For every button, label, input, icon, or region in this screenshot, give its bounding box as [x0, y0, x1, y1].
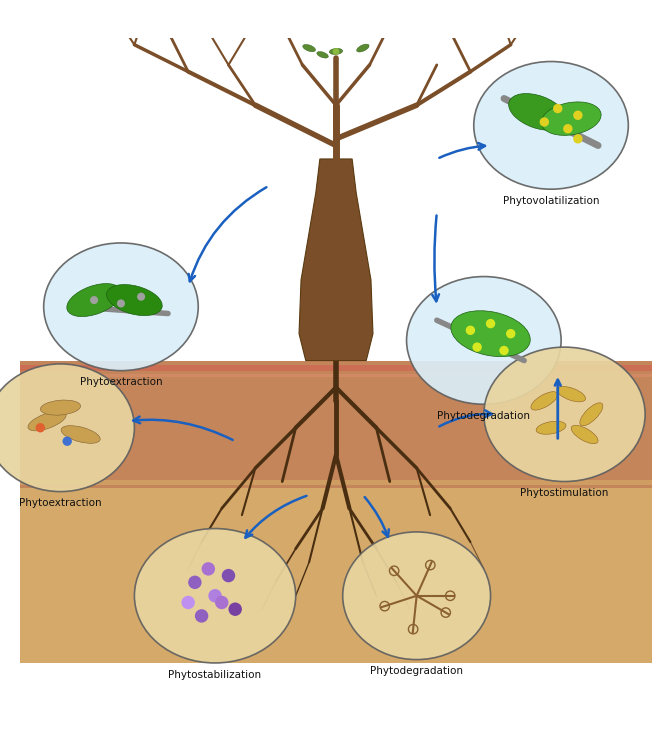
Bar: [20, 361, 652, 488]
Circle shape: [563, 124, 573, 133]
Ellipse shape: [40, 400, 81, 415]
Ellipse shape: [101, 0, 114, 3]
Ellipse shape: [571, 426, 598, 444]
Ellipse shape: [383, 11, 396, 18]
Circle shape: [188, 576, 202, 589]
Circle shape: [573, 134, 583, 144]
Circle shape: [499, 346, 509, 355]
Circle shape: [62, 437, 72, 446]
Bar: [20, 488, 652, 663]
Circle shape: [208, 589, 222, 602]
Ellipse shape: [44, 243, 198, 371]
Ellipse shape: [444, 17, 456, 25]
Ellipse shape: [484, 347, 645, 482]
Ellipse shape: [424, 16, 436, 25]
Circle shape: [181, 595, 195, 609]
Ellipse shape: [28, 411, 66, 431]
Ellipse shape: [276, 11, 289, 18]
Ellipse shape: [302, 44, 316, 52]
Circle shape: [433, 21, 440, 28]
Ellipse shape: [343, 532, 491, 660]
Ellipse shape: [451, 310, 530, 357]
Ellipse shape: [357, 44, 369, 52]
Ellipse shape: [509, 94, 566, 130]
Circle shape: [228, 602, 242, 616]
Ellipse shape: [61, 426, 100, 444]
Circle shape: [90, 296, 98, 304]
Ellipse shape: [317, 52, 329, 58]
Circle shape: [195, 609, 208, 622]
Ellipse shape: [0, 364, 134, 491]
Ellipse shape: [474, 61, 628, 189]
Bar: [20, 374, 652, 377]
Circle shape: [506, 329, 515, 338]
Text: Phytoextraction: Phytoextraction: [80, 377, 162, 387]
Text: Phytostabilization: Phytostabilization: [169, 669, 261, 680]
Circle shape: [202, 562, 215, 576]
Ellipse shape: [329, 49, 343, 55]
Ellipse shape: [243, 16, 255, 25]
Text: Phytostimulation: Phytostimulation: [520, 488, 609, 498]
Ellipse shape: [580, 403, 603, 426]
Text: Phytoextraction: Phytoextraction: [19, 498, 101, 509]
Ellipse shape: [407, 277, 561, 404]
Bar: [20, 365, 652, 371]
Circle shape: [222, 569, 235, 583]
Ellipse shape: [541, 102, 601, 135]
Ellipse shape: [557, 387, 585, 402]
Circle shape: [36, 423, 45, 432]
Circle shape: [486, 319, 495, 328]
Ellipse shape: [107, 284, 162, 316]
Circle shape: [472, 343, 482, 352]
Text: Phytodegradation: Phytodegradation: [370, 666, 463, 676]
Ellipse shape: [202, 18, 215, 25]
Circle shape: [573, 111, 583, 120]
Circle shape: [333, 48, 339, 55]
Text: Phytodegradation: Phytodegradation: [437, 411, 530, 421]
Text: Phytovolatilization: Phytovolatilization: [503, 196, 599, 206]
Ellipse shape: [531, 392, 558, 410]
Ellipse shape: [536, 421, 566, 435]
Circle shape: [553, 104, 562, 113]
Polygon shape: [299, 159, 373, 361]
Circle shape: [117, 299, 125, 307]
Circle shape: [215, 595, 228, 609]
Circle shape: [466, 325, 475, 335]
Ellipse shape: [134, 529, 296, 663]
Circle shape: [540, 117, 549, 126]
Circle shape: [232, 21, 239, 28]
Ellipse shape: [162, 17, 174, 25]
Ellipse shape: [484, 18, 497, 25]
Bar: [20, 479, 652, 485]
Ellipse shape: [67, 283, 122, 316]
Circle shape: [137, 292, 145, 301]
